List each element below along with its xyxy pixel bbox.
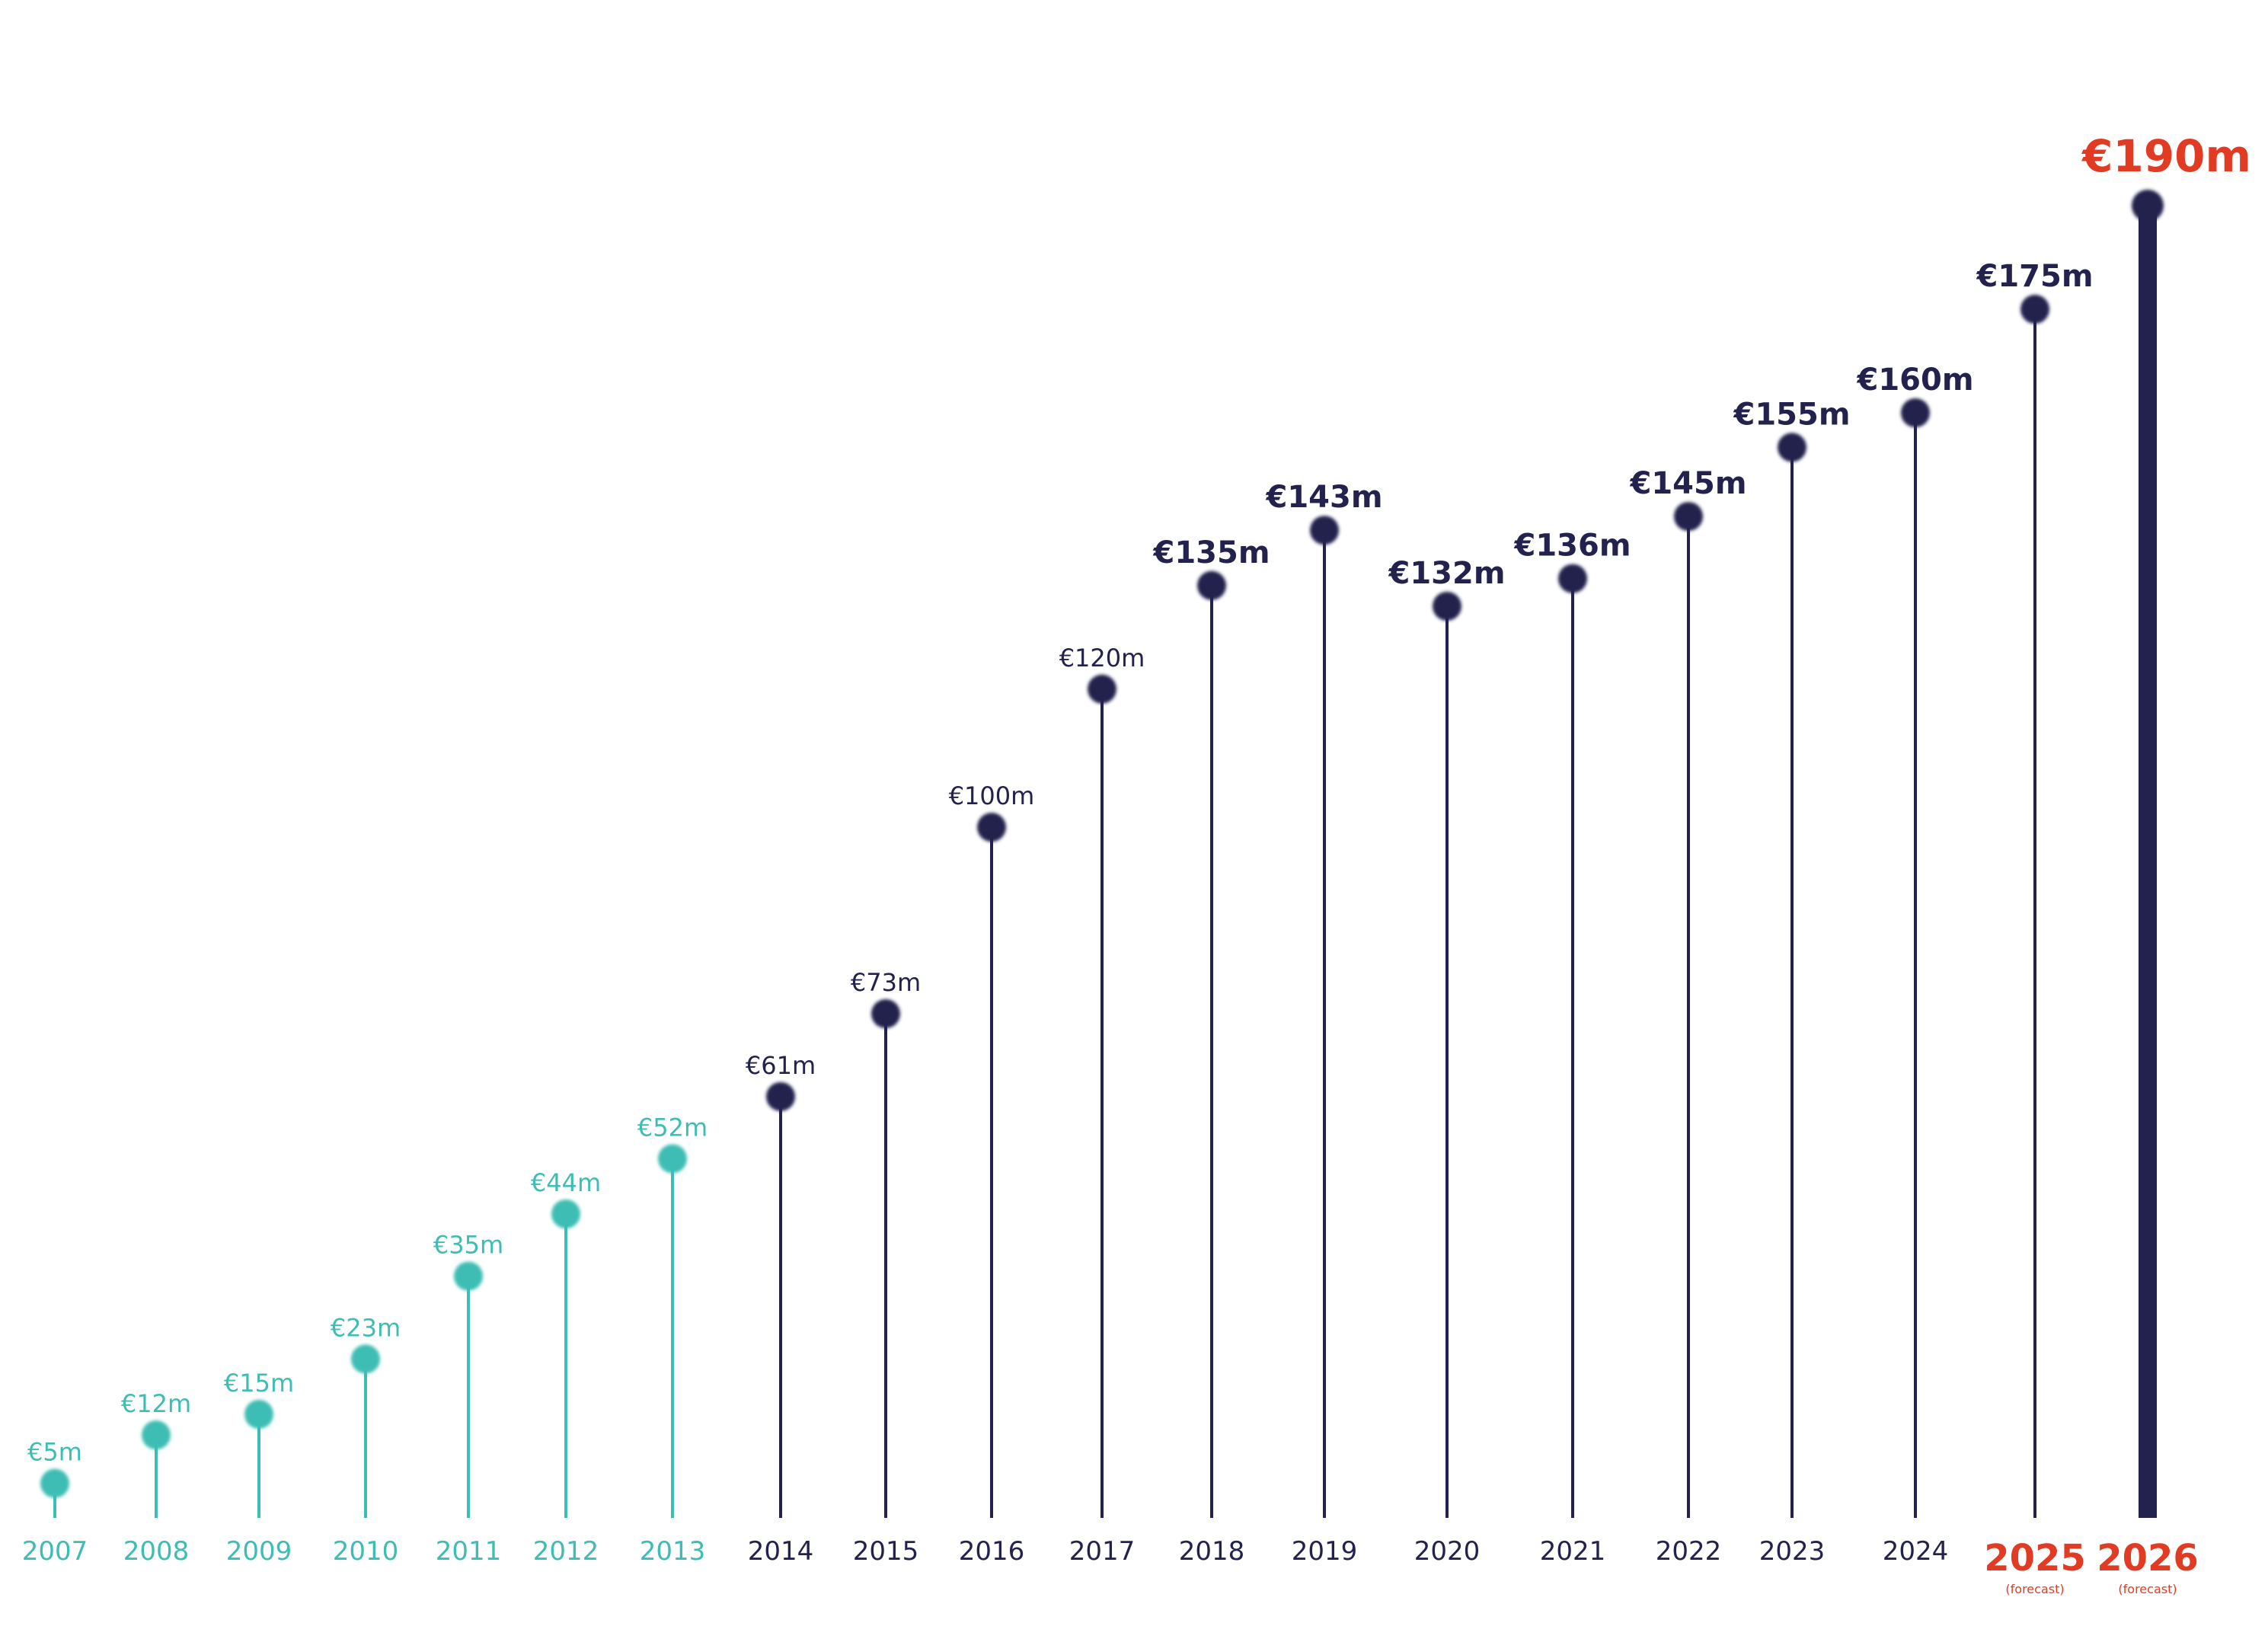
stems-layer	[53, 206, 2157, 1518]
value-label-2015: €73m	[851, 968, 921, 997]
markers-layer	[40, 190, 2164, 1498]
value-label-2012: €44m	[531, 1168, 601, 1197]
value-label-2018: €135m	[1152, 535, 1270, 570]
value-label-2014: €61m	[746, 1051, 816, 1080]
value-label-2008: €12m	[121, 1389, 191, 1418]
year-label-2014: 2014	[748, 1536, 814, 1567]
year-label-2026: 2026	[2097, 1537, 2199, 1580]
year-label-2018: 2018	[1179, 1536, 1245, 1567]
year-label-2024: 2024	[1883, 1536, 1949, 1567]
value-label-2023: €155m	[1733, 397, 1850, 432]
year-label-2019: 2019	[1292, 1536, 1358, 1567]
marker-2007	[40, 1468, 69, 1498]
marker-2021	[1558, 564, 1587, 593]
marker-2016	[977, 813, 1006, 842]
value-label-2022: €145m	[1629, 466, 1746, 501]
marker-2019	[1310, 516, 1339, 545]
year-label-2021: 2021	[1540, 1536, 1606, 1567]
year-label-2008: 2008	[123, 1536, 190, 1567]
marker-2017	[1088, 674, 1116, 704]
year-label-2023: 2023	[1759, 1536, 1826, 1567]
marker-2015	[871, 999, 900, 1029]
marker-2025	[2020, 295, 2049, 324]
marker-2008	[142, 1420, 171, 1450]
year-label-2009: 2009	[226, 1536, 292, 1567]
value-label-2016: €100m	[949, 781, 1035, 810]
forecast-note-2026: (forecast)	[2118, 1582, 2177, 1596]
value-label-2010: €23m	[331, 1313, 401, 1342]
marker-2012	[551, 1199, 580, 1228]
year-label-2010: 2010	[333, 1536, 399, 1567]
year-label-2022: 2022	[1656, 1536, 1722, 1567]
marker-2014	[766, 1081, 795, 1111]
year-label-2007: 2007	[22, 1536, 88, 1567]
value-label-2007: €5m	[27, 1438, 82, 1467]
value-label-2019: €143m	[1265, 480, 1382, 515]
year-label-2017: 2017	[1069, 1536, 1136, 1567]
marker-2026	[2132, 190, 2164, 222]
value-label-2017: €120m	[1059, 644, 1145, 673]
marker-2018	[1197, 570, 1226, 600]
marker-2024	[1901, 398, 1930, 428]
year-label-2011: 2011	[436, 1536, 502, 1567]
value-label-2025: €175m	[1976, 259, 2093, 294]
year-labels-layer: 2007 2008 2009 2010 2011 2012 2013 2014 2015 2016…	[22, 1536, 2199, 1596]
value-labels-layer: €5m €12m €15m €23m €35m €44m €52m €61m €73m €100m…	[27, 130, 2251, 1467]
marker-2009	[244, 1399, 273, 1429]
year-label-2012: 2012	[533, 1536, 599, 1567]
marker-2020	[1433, 591, 1461, 621]
year-label-2015: 2015	[853, 1536, 919, 1567]
marker-2022	[1674, 502, 1703, 532]
year-label-2020: 2020	[1414, 1536, 1481, 1567]
forecast-note-2025: (forecast)	[2005, 1582, 2064, 1596]
value-label-2020: €132m	[1388, 556, 1505, 591]
value-label-2024: €160m	[1856, 363, 1973, 398]
marker-2010	[351, 1344, 380, 1374]
year-label-2016: 2016	[959, 1536, 1025, 1567]
value-label-2013: €52m	[637, 1113, 708, 1142]
value-label-2026: €190m	[2081, 130, 2251, 182]
year-label-2013: 2013	[640, 1536, 706, 1567]
year-label-2025: 2025	[1984, 1537, 2086, 1580]
marker-2011	[454, 1261, 483, 1291]
value-label-2009: €15m	[224, 1369, 294, 1398]
marker-2023	[1778, 433, 1806, 462]
value-label-2011: €35m	[433, 1231, 503, 1260]
value-label-2021: €136m	[1513, 529, 1631, 564]
marker-2013	[658, 1144, 687, 1174]
